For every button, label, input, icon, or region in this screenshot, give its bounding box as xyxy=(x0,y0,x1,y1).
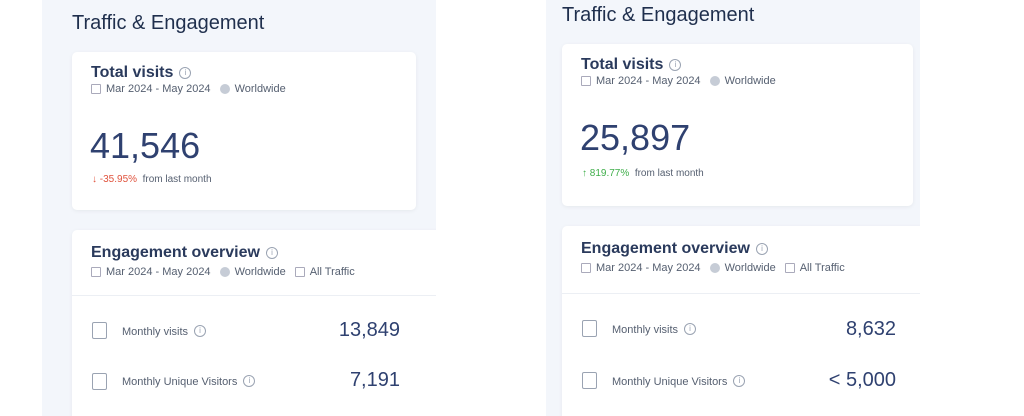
total-visits-value: 41,546 xyxy=(90,125,201,166)
card-title: Engagement overview xyxy=(91,244,260,261)
card-title: Total visits xyxy=(91,64,174,81)
region: Worldwide xyxy=(234,83,286,95)
info-icon[interactable]: i xyxy=(265,247,278,259)
unique-visitors-value: < 5,000 xyxy=(828,369,896,391)
region: Worldwide xyxy=(234,266,286,278)
date-range: Mar 2024 - May 2024 xyxy=(596,262,701,274)
calendar-icon xyxy=(581,263,591,273)
section-title: Traffic & Engagement xyxy=(72,12,265,34)
traffic-type: All Traffic xyxy=(309,266,355,278)
total-visits-card: Total visits i Mar 2024 - May 2024 Worldwi… xyxy=(562,44,913,206)
delta-value: ↑ 819.77% xyxy=(582,168,630,179)
date-range: Mar 2024 - May 2024 xyxy=(106,266,211,278)
divider xyxy=(562,293,920,294)
total-visits-card: Total visits i Mar 2024 - May 2024 Worldwi… xyxy=(72,52,416,210)
globe-icon xyxy=(709,76,720,86)
card-title: Engagement overview xyxy=(581,240,750,257)
info-icon[interactable]: i xyxy=(194,325,207,337)
date-range: Mar 2024 - May 2024 xyxy=(106,83,211,95)
calendar-icon xyxy=(582,320,597,337)
engagement-card: Engagement overview i Mar 2024 - May 2024… xyxy=(72,230,436,416)
delta-value: ↓ -35.95% xyxy=(92,174,138,185)
info-icon[interactable]: i xyxy=(755,243,768,255)
metric-label: Monthly Unique Visitors i xyxy=(612,375,746,388)
delta-suffix: from last month xyxy=(142,174,212,185)
unique-visitors-value: 7,191 xyxy=(349,369,400,391)
info-icon[interactable]: i xyxy=(684,323,697,335)
calendar-icon xyxy=(91,84,101,94)
traffic-type: All Traffic xyxy=(799,262,845,274)
engagement-card: Engagement overview i Mar 2024 - May 2024… xyxy=(562,226,920,416)
date-range: Mar 2024 - May 2024 xyxy=(596,75,701,87)
devices-icon xyxy=(294,267,305,277)
globe-icon xyxy=(219,267,230,277)
total-visits-value: 25,897 xyxy=(580,117,691,158)
info-icon[interactable]: i xyxy=(733,375,746,387)
metric-label: Monthly Unique Visitors i xyxy=(122,375,256,388)
divider xyxy=(72,295,436,296)
region: Worldwide xyxy=(724,75,776,87)
monthly-visits-value: 8,632 xyxy=(845,318,896,340)
globe-icon xyxy=(709,263,720,273)
delta-suffix: from last month xyxy=(634,168,704,179)
metric-label: Monthly visits i xyxy=(612,323,697,336)
devices-icon xyxy=(784,263,795,273)
traffic-panel-left: Traffic & Engagement Total visits i Mar 2… xyxy=(42,0,436,416)
info-icon[interactable]: i xyxy=(243,375,256,387)
card-title: Total visits xyxy=(581,56,664,73)
info-icon[interactable]: i xyxy=(669,59,682,71)
calendar-icon xyxy=(581,76,591,86)
visitor-icon xyxy=(582,372,597,389)
info-icon[interactable]: i xyxy=(179,67,192,79)
calendar-icon xyxy=(91,267,101,277)
section-title: Traffic & Engagement xyxy=(562,4,755,26)
region: Worldwide xyxy=(724,262,776,274)
visitor-icon xyxy=(92,373,107,390)
calendar-icon xyxy=(92,322,107,339)
traffic-panel-right: Traffic & Engagement Total visits i Mar 2… xyxy=(546,0,920,416)
monthly-visits-value: 13,849 xyxy=(338,319,400,341)
globe-icon xyxy=(219,84,230,94)
metric-label: Monthly visits i xyxy=(122,325,207,338)
